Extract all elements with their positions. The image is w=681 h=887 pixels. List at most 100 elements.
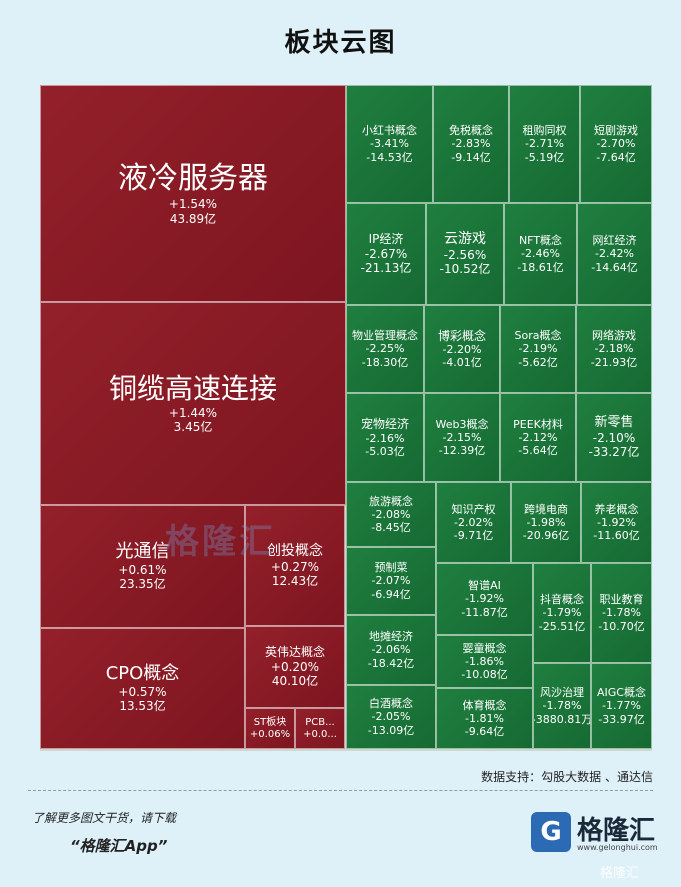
tile-amount: -7.64亿 bbox=[596, 150, 636, 164]
treemap-tile: 知识产权 -2.02% -9.71亿 bbox=[436, 482, 511, 563]
tile-amount: -5.62亿 bbox=[518, 355, 558, 369]
promo-app-name: “格隆汇App” bbox=[70, 837, 168, 855]
tile-name: 新零售 bbox=[594, 415, 634, 431]
divider bbox=[28, 790, 653, 791]
tile-name: 预制菜 bbox=[374, 561, 408, 575]
treemap-tile: 新零售 -2.10% -33.27亿 bbox=[576, 393, 652, 482]
tile-name: 租购同权 bbox=[522, 124, 567, 138]
tile-change: -1.98% bbox=[526, 515, 566, 529]
treemap-tile: NFT概念 -2.46% -18.61亿 bbox=[504, 203, 577, 305]
tile-name: ST板块 bbox=[253, 716, 287, 728]
treemap-tile: IP经济 -2.67% -21.13亿 bbox=[346, 203, 426, 305]
tile-change: -2.16% bbox=[365, 431, 405, 445]
treemap-tile: 云游戏 -2.56% -10.52亿 bbox=[426, 203, 504, 305]
tile-amount: -12.39亿 bbox=[438, 444, 486, 458]
tile-change: +0.0... bbox=[303, 728, 337, 740]
treemap-tile: 职业教育 -1.78% -10.70亿 bbox=[591, 563, 652, 663]
tile-change: -2.05% bbox=[371, 710, 411, 724]
tile-change: -1.81% bbox=[465, 711, 504, 725]
tile-name: 英伟达概念 bbox=[264, 645, 325, 660]
treemap-tile: PEEK材料 -2.12% -5.64亿 bbox=[500, 393, 576, 482]
treemap-tile: 地摊经济 -2.06% -18.42亿 bbox=[346, 615, 436, 685]
tile-change: -1.78% bbox=[542, 699, 582, 713]
tile-amount: 3.45亿 bbox=[173, 420, 213, 435]
tile-change: -2.42% bbox=[595, 247, 634, 261]
tile-amount: -25.51亿 bbox=[538, 619, 586, 633]
tile-change: +0.20% bbox=[270, 659, 320, 674]
brand-name: 格隆汇 bbox=[577, 816, 656, 846]
tile-amount: -10.08亿 bbox=[461, 668, 508, 682]
tile-change: -2.15% bbox=[442, 430, 482, 444]
tile-change: -2.25% bbox=[365, 342, 405, 356]
tile-change: -2.08% bbox=[371, 507, 411, 521]
tile-change: +1.44% bbox=[168, 405, 218, 420]
treemap-tile: 网络游戏 -2.18% -21.93亿 bbox=[576, 305, 652, 393]
treemap-tile: 智谱AI -1.92% -11.87亿 bbox=[436, 563, 533, 635]
treemap-tile: 短剧游戏 -2.70% -7.64亿 bbox=[580, 85, 652, 203]
tile-name: CPO概念 bbox=[105, 663, 180, 685]
tile-change: +1.54% bbox=[168, 197, 218, 212]
chart-title: 板块云图 bbox=[284, 28, 397, 58]
tile-change: -1.92% bbox=[597, 515, 636, 529]
treemap-tile: 物业管理概念 -2.25% -18.30亿 bbox=[346, 305, 424, 393]
tile-name: 宠物经济 bbox=[360, 417, 409, 432]
tile-change: -1.86% bbox=[465, 654, 504, 668]
tile-name: 抖音概念 bbox=[540, 593, 584, 607]
tile-change: -1.78% bbox=[602, 606, 641, 620]
treemap-tile: 小红书概念 -3.41% -14.53亿 bbox=[346, 85, 433, 203]
treemap-tile: 旅游概念 -2.08% -8.45亿 bbox=[346, 482, 436, 547]
treemap-tile: AIGC概念 -1.77% -33.97亿 bbox=[591, 663, 652, 749]
tile-amount: -9.14亿 bbox=[451, 150, 491, 164]
tile-amount: 40.10亿 bbox=[271, 674, 319, 689]
tile-name: 网络游戏 bbox=[592, 329, 636, 343]
treemap-tile: 白酒概念 -2.05% -13.09亿 bbox=[346, 685, 436, 749]
tile-amount: -4.01亿 bbox=[442, 356, 482, 370]
treemap-tile: 宠物经济 -2.16% -5.03亿 bbox=[346, 393, 424, 482]
tile-amount: -6.94亿 bbox=[371, 587, 411, 601]
tile-name: 免税概念 bbox=[449, 124, 493, 138]
treemap-tile: 网红经济 -2.42% -14.64亿 bbox=[577, 203, 652, 305]
tile-amount: -11.87亿 bbox=[461, 605, 508, 619]
tile-amount: -21.93亿 bbox=[590, 355, 638, 369]
treemap-tile: PCB... +0.0... bbox=[295, 708, 345, 749]
treemap-tile: 铜缆高速连接 +1.44% 3.45亿 bbox=[40, 302, 346, 505]
tile-change: -2.67% bbox=[364, 246, 408, 261]
data-source-note: 数据支持：勾股大数据 、通达信 bbox=[481, 770, 653, 784]
tile-amount: -8.45亿 bbox=[371, 521, 411, 535]
tile-name: 跨境电商 bbox=[524, 502, 568, 516]
tile-change: -2.02% bbox=[454, 515, 493, 529]
tile-amount: -18.61亿 bbox=[517, 260, 564, 274]
tile-name: 创投概念 bbox=[267, 542, 323, 559]
tile-amount: -33.27亿 bbox=[588, 445, 640, 460]
tile-name: 职业教育 bbox=[599, 593, 644, 607]
tile-amount: 12.43亿 bbox=[271, 573, 319, 588]
sector-treemap: 液冷服务器 +1.54% 43.89亿 铜缆高速连接 +1.44% 3.45亿 光通信 +0.… bbox=[40, 85, 652, 751]
tile-name: 体育概念 bbox=[462, 698, 507, 712]
tile-change: -2.71% bbox=[525, 137, 564, 151]
treemap-tile: 液冷服务器 +1.54% 43.89亿 bbox=[40, 85, 346, 302]
treemap-tile: 跨境电商 -1.98% -20.96亿 bbox=[511, 482, 581, 563]
tile-amount: -9.64亿 bbox=[464, 725, 505, 739]
tile-name: 风沙治理 bbox=[540, 686, 584, 700]
corner-watermark: 格隆汇 bbox=[600, 866, 640, 881]
tile-name: PEEK材料 bbox=[513, 417, 563, 431]
tile-amount: -20.96亿 bbox=[522, 529, 570, 543]
treemap-tile: 养老概念 -1.92% -11.60亿 bbox=[581, 482, 652, 563]
brand-logo-icon: G bbox=[531, 812, 571, 852]
tile-change: +0.27% bbox=[270, 559, 320, 574]
treemap-tile: 创投概念 +0.27% 12.43亿 bbox=[245, 505, 345, 626]
tile-amount: -33.97亿 bbox=[598, 712, 645, 726]
tile-amount: -5.64亿 bbox=[518, 444, 558, 458]
tile-name: 铜缆高速连接 bbox=[108, 372, 277, 406]
tile-amount: -10.70亿 bbox=[598, 619, 645, 633]
tile-name: 光通信 bbox=[115, 541, 170, 563]
tile-amount: -5.03亿 bbox=[365, 444, 405, 458]
treemap-tile: CPO概念 +0.57% 13.53亿 bbox=[40, 628, 245, 749]
tile-amount: 43.89亿 bbox=[169, 211, 217, 226]
treemap-tile: Sora概念 -2.19% -5.62亿 bbox=[500, 305, 576, 393]
tile-change: +0.57% bbox=[118, 684, 167, 699]
tile-name: 智谱AI bbox=[468, 579, 501, 593]
tile-change: -2.07% bbox=[371, 574, 411, 588]
tile-change: -2.06% bbox=[371, 643, 411, 657]
tile-name: 液冷服务器 bbox=[118, 161, 268, 197]
